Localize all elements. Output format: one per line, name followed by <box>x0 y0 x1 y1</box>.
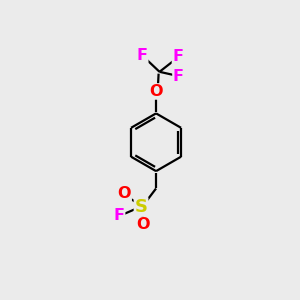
Text: O: O <box>118 186 131 201</box>
Text: F: F <box>172 49 184 64</box>
Text: F: F <box>137 48 148 63</box>
Text: S: S <box>134 198 148 216</box>
Text: F: F <box>114 208 124 223</box>
Text: O: O <box>149 84 163 99</box>
Text: O: O <box>136 218 150 232</box>
Text: F: F <box>173 69 184 84</box>
